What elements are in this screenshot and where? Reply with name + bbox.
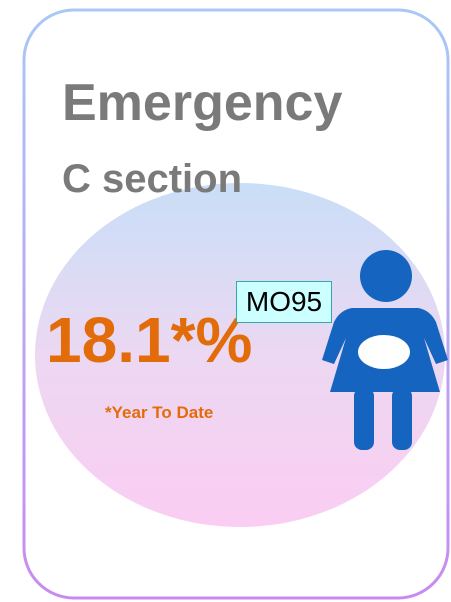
pregnant-woman-icon — [322, 250, 448, 450]
title: Emergency — [62, 74, 342, 132]
tag-label: MO95 — [236, 281, 332, 323]
subtitle: C section — [62, 157, 242, 201]
footnote: *Year To Date — [105, 403, 213, 422]
kpi-value: 18.1*% — [46, 304, 252, 376]
background-disc — [35, 183, 445, 527]
